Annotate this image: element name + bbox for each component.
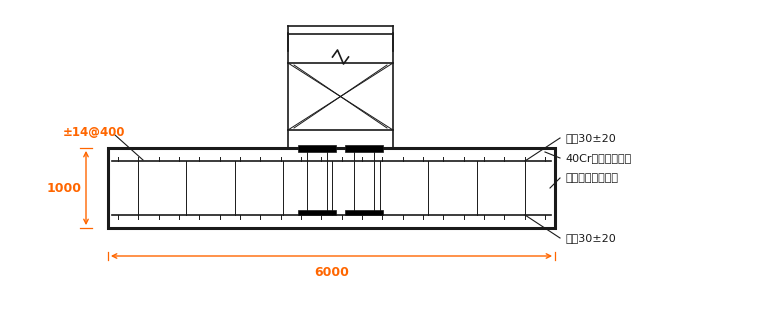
Bar: [344, 210, 382, 215]
Text: 6000: 6000: [314, 266, 349, 279]
Bar: [299, 210, 337, 215]
Text: 双啠30±20: 双啠30±20: [565, 133, 616, 143]
Bar: [344, 144, 382, 151]
Text: 双啠30±20: 双啠30±20: [565, 233, 616, 243]
Text: ±14@400: ±14@400: [63, 127, 125, 140]
Text: 40Cr塔吊专用螺栓: 40Cr塔吊专用螺栓: [565, 153, 632, 163]
Bar: [108, 148, 555, 228]
Text: 塔吊专用定位钉板: 塔吊专用定位钉板: [565, 173, 618, 183]
Bar: [299, 144, 337, 151]
Text: 1000: 1000: [47, 182, 82, 194]
